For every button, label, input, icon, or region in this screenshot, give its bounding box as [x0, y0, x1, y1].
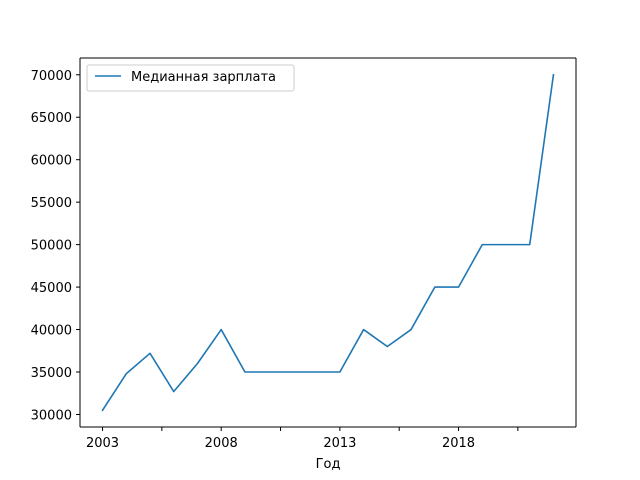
y-tick-label: 50000 [31, 239, 72, 254]
legend-label: Медианная зарплата [131, 70, 276, 85]
x-tick-label: 2008 [205, 436, 238, 451]
y-tick-label: 45000 [31, 281, 72, 296]
y-tick-label: 40000 [31, 324, 72, 339]
x-axis-label: Год [316, 457, 341, 472]
y-tick-label: 65000 [31, 111, 72, 126]
x-tick-label: 2003 [86, 436, 119, 451]
legend-box [86, 64, 295, 92]
plot-area [79, 57, 577, 428]
plot-frame [80, 58, 576, 427]
x-tick-label: 2018 [442, 436, 475, 451]
x-tick-label: 2013 [323, 436, 356, 451]
y-tick-label: 70000 [31, 69, 72, 84]
legend: Медианная зарплата [86, 64, 295, 92]
y-tick-label: 35000 [31, 366, 72, 381]
x-axis-ticks: 2003 2008 2013 2018 [86, 427, 519, 451]
y-tick-label: 55000 [31, 196, 72, 211]
y-axis-ticks: 30000 35000 40000 45000 50000 55000 60000 65000… [31, 69, 80, 423]
y-tick-label: 30000 [31, 408, 72, 423]
series-line-0 [101, 73, 555, 412]
axes-spines [79, 57, 577, 428]
series-layer [101, 73, 555, 412]
y-tick-label: 60000 [31, 154, 72, 169]
